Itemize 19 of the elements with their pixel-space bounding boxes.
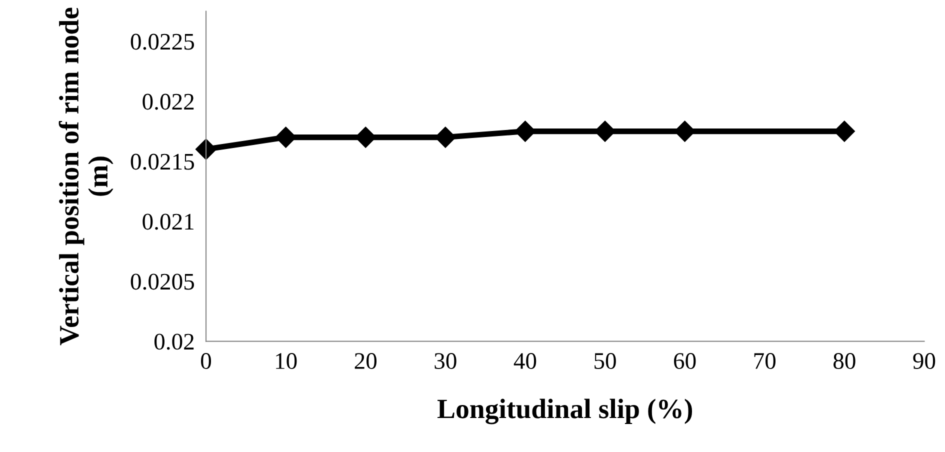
x-tick-label: 20 bbox=[354, 353, 377, 369]
y-tick-label: 0.0215 bbox=[130, 154, 194, 170]
y-tick-label: 0.021 bbox=[142, 214, 194, 230]
x-tick-label: 10 bbox=[276, 353, 297, 369]
y-tick-label: 0.0225 bbox=[130, 34, 194, 50]
y-tick-label: 0.02 bbox=[154, 334, 194, 350]
x-tick-label: 70 bbox=[754, 353, 776, 369]
y-tick-label: 0.022 bbox=[142, 94, 194, 110]
x-tick-label: 90 bbox=[913, 353, 936, 369]
x-tick-label: 40 bbox=[514, 353, 536, 369]
x-tick-label: 80 bbox=[834, 353, 856, 369]
x-tick-label: 50 bbox=[594, 353, 616, 369]
x-tick-label: 0 bbox=[201, 353, 212, 369]
y-tick-label: 0.0205 bbox=[130, 274, 194, 290]
x-tick-label: 60 bbox=[674, 353, 696, 369]
point bbox=[195, 138, 217, 160]
x-tick-label: 30 bbox=[434, 353, 456, 369]
x-axis-title: Longitudinal slip (%) bbox=[437, 398, 692, 424]
y-axis-title: Vertical position of rim node (m) bbox=[58, 8, 114, 346]
